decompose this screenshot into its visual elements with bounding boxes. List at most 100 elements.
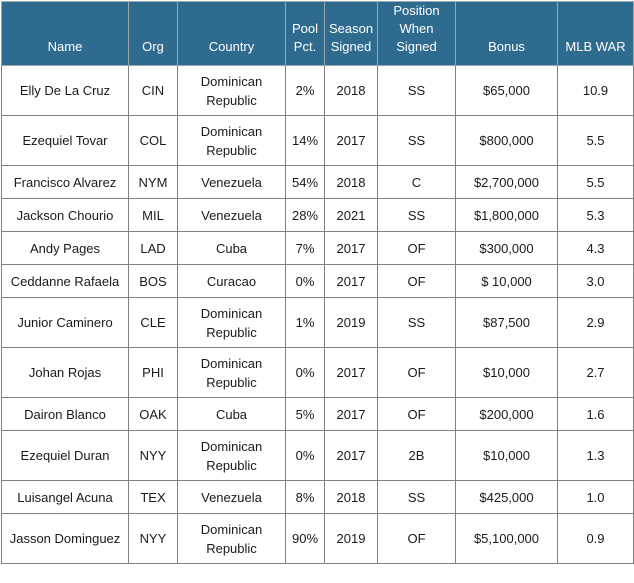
cell-country: Venezuela xyxy=(177,165,286,199)
header-bonus: Bonus xyxy=(455,1,558,66)
cell-season: 2017 xyxy=(324,347,378,398)
cell-country: Venezuela xyxy=(177,480,286,514)
cell-bonus: $10,000 xyxy=(455,347,558,398)
cell-bonus: $87,500 xyxy=(455,297,558,348)
header-name: Name xyxy=(1,1,129,66)
table-row: Johan Rojas PHI Dominican Republic 0% 2017 OF… xyxy=(1,347,634,398)
cell-org: CIN xyxy=(128,65,178,116)
cell-bonus: $1,800,000 xyxy=(455,198,558,232)
cell-bonus: $2,700,000 xyxy=(455,165,558,199)
table-row: Luisangel Acuna TEX Venezuela 8% 2018 SS $425,… xyxy=(1,480,634,514)
cell-position: OF xyxy=(377,231,456,265)
cell-bonus: $65,000 xyxy=(455,65,558,116)
cell-season: 2017 xyxy=(324,115,378,166)
table-row: Jackson Chourio MIL Venezuela 28% 2021 SS $1,8… xyxy=(1,198,634,232)
cell-season: 2018 xyxy=(324,65,378,116)
header-pool: Pool Pct. xyxy=(285,1,325,66)
cell-pool: 0% xyxy=(285,430,325,481)
table-row: Elly De La Cruz CIN Dominican Republic 2% 20… xyxy=(1,65,634,116)
cell-country: Cuba xyxy=(177,397,286,431)
cell-org: BOS xyxy=(128,264,178,298)
cell-pool: 0% xyxy=(285,347,325,398)
cell-country: Cuba xyxy=(177,231,286,265)
cell-war: 5.5 xyxy=(557,115,634,166)
cell-position: SS xyxy=(377,198,456,232)
table-row: Jasson Dominguez NYY Dominican Republic 90%… xyxy=(1,513,634,564)
cell-war: 0.9 xyxy=(557,513,634,564)
cell-name: Jasson Dominguez xyxy=(1,513,129,564)
cell-org: NYY xyxy=(128,513,178,564)
header-org: Org xyxy=(128,1,178,66)
cell-name: Francisco Alvarez xyxy=(1,165,129,199)
cell-name: Dairon Blanco xyxy=(1,397,129,431)
cell-season: 2017 xyxy=(324,231,378,265)
cell-war: 3.0 xyxy=(557,264,634,298)
cell-name: Andy Pages xyxy=(1,231,129,265)
cell-pool: 1% xyxy=(285,297,325,348)
table-body: Elly De La Cruz CIN Dominican Republic 2% 20… xyxy=(1,65,634,564)
cell-war: 2.7 xyxy=(557,347,634,398)
table-row: Junior Caminero CLE Dominican Republic 1% 20… xyxy=(1,297,634,348)
cell-name: Ezequiel Tovar xyxy=(1,115,129,166)
cell-season: 2017 xyxy=(324,430,378,481)
table-row: Andy Pages LAD Cuba 7% 2017 OF $300,000 4.3 xyxy=(1,231,634,265)
cell-org: PHI xyxy=(128,347,178,398)
cell-country: Dominican Republic xyxy=(177,513,286,564)
cell-position: OF xyxy=(377,347,456,398)
cell-country: Dominican Republic xyxy=(177,347,286,398)
cell-season: 2019 xyxy=(324,297,378,348)
table-row: Dairon Blanco OAK Cuba 5% 2017 OF $200,000 1.6 xyxy=(1,397,634,431)
cell-country: Dominican Republic xyxy=(177,65,286,116)
cell-org: TEX xyxy=(128,480,178,514)
cell-war: 2.9 xyxy=(557,297,634,348)
header-country: Country xyxy=(177,1,286,66)
cell-season: 2021 xyxy=(324,198,378,232)
cell-season: 2017 xyxy=(324,264,378,298)
cell-country: Dominican Republic xyxy=(177,430,286,481)
cell-name: Johan Rojas xyxy=(1,347,129,398)
cell-pool: 2% xyxy=(285,65,325,116)
cell-season: 2019 xyxy=(324,513,378,564)
cell-bonus: $5,100,000 xyxy=(455,513,558,564)
cell-org: OAK xyxy=(128,397,178,431)
cell-position: OF xyxy=(377,397,456,431)
cell-pool: 14% xyxy=(285,115,325,166)
cell-country: Curacao xyxy=(177,264,286,298)
cell-name: Ceddanne Rafaela xyxy=(1,264,129,298)
cell-pool: 7% xyxy=(285,231,325,265)
cell-bonus: $425,000 xyxy=(455,480,558,514)
cell-country: Dominican Republic xyxy=(177,297,286,348)
table-row: Ceddanne Rafaela BOS Curacao 0% 2017 OF $ 10,0… xyxy=(1,264,634,298)
cell-org: COL xyxy=(128,115,178,166)
cell-bonus: $10,000 xyxy=(455,430,558,481)
cell-name: Junior Caminero xyxy=(1,297,129,348)
cell-pool: 8% xyxy=(285,480,325,514)
cell-position: SS xyxy=(377,115,456,166)
cell-war: 1.3 xyxy=(557,430,634,481)
cell-country: Dominican Republic xyxy=(177,115,286,166)
cell-pool: 5% xyxy=(285,397,325,431)
cell-bonus: $800,000 xyxy=(455,115,558,166)
cell-war: 1.0 xyxy=(557,480,634,514)
cell-bonus: $ 10,000 xyxy=(455,264,558,298)
header-row: Name Org Country Pool Pct. Season Signed… xyxy=(1,1,634,66)
cell-position: OF xyxy=(377,264,456,298)
cell-pool: 0% xyxy=(285,264,325,298)
cell-country: Venezuela xyxy=(177,198,286,232)
header-season: Season Signed xyxy=(324,1,378,66)
header-war: MLB WAR xyxy=(557,1,634,66)
table-row: Ezequiel Tovar COL Dominican Republic 14% 20… xyxy=(1,115,634,166)
cell-pool: 54% xyxy=(285,165,325,199)
table-row: Ezequiel Duran NYY Dominican Republic 0% 201… xyxy=(1,430,634,481)
cell-pool: 90% xyxy=(285,513,325,564)
signings-table: Name Org Country Pool Pct. Season Signed… xyxy=(1,1,634,564)
cell-war: 4.3 xyxy=(557,231,634,265)
cell-position: C xyxy=(377,165,456,199)
cell-position: SS xyxy=(377,65,456,116)
cell-season: 2017 xyxy=(324,397,378,431)
cell-name: Luisangel Acuna xyxy=(1,480,129,514)
cell-position: 2B xyxy=(377,430,456,481)
cell-org: NYY xyxy=(128,430,178,481)
header-position: Position When Signed xyxy=(377,1,456,66)
cell-position: SS xyxy=(377,480,456,514)
